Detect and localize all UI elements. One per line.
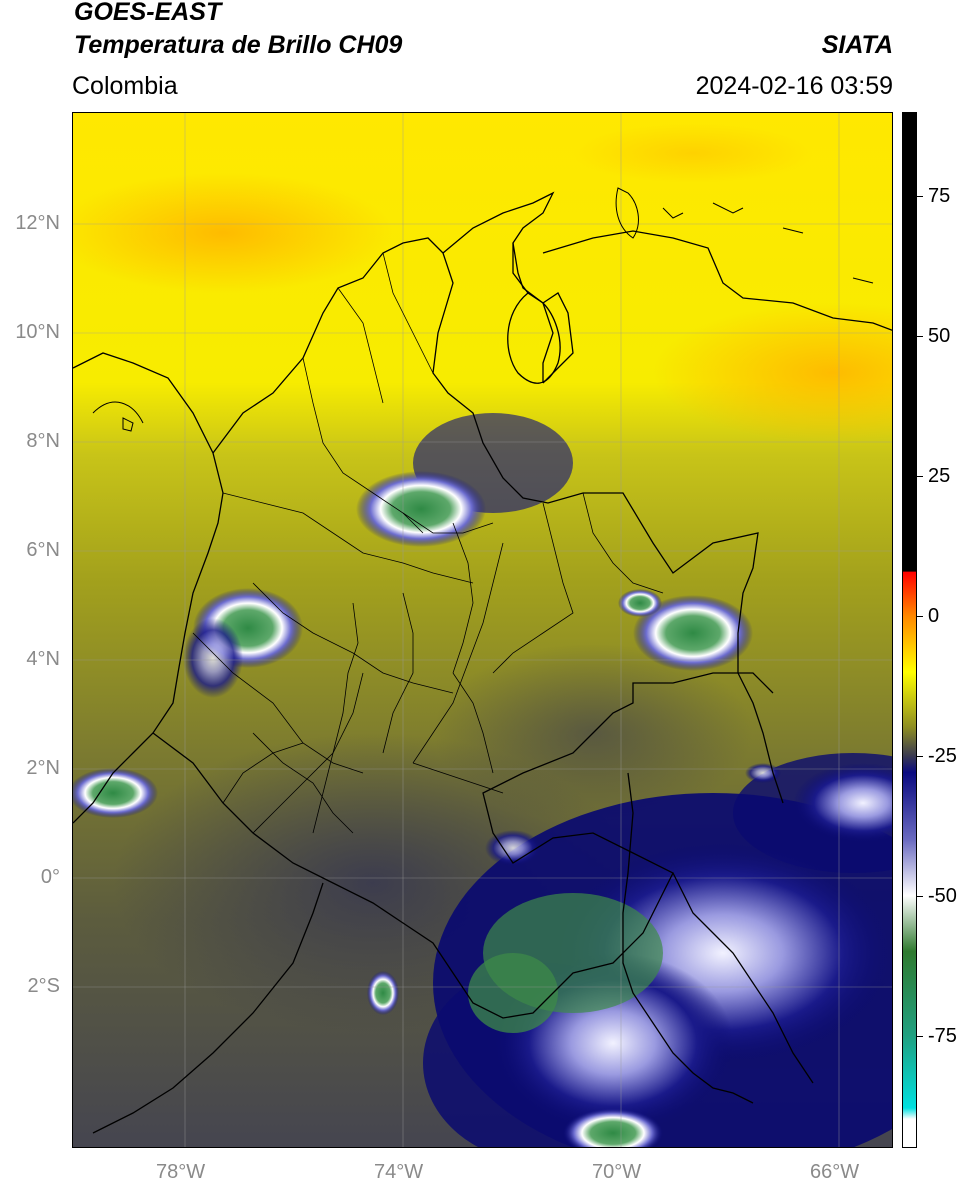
gridlines [73, 113, 892, 1147]
country-borders [73, 191, 892, 1134]
lon-tick-label: 78°W [156, 1161, 206, 1183]
colorbar-tick-mark [917, 196, 923, 197]
colorbar-tick-label: -25 [928, 745, 957, 767]
lat-tick-label: 0° [40, 866, 60, 888]
colorbar-tick-mark [917, 756, 923, 757]
colorbar-tick-mark [917, 336, 923, 337]
lat-tick-label: 2°S [27, 975, 60, 997]
colorbar-tick-label: -75 [928, 1025, 957, 1047]
colorbar-tick-label: 0 [928, 605, 940, 627]
lat-tick-label: 8°N [26, 430, 60, 452]
colorbar-tick-mark [917, 896, 923, 897]
department-borders [192, 252, 664, 834]
region-label: Colombia [72, 72, 178, 100]
colorbar-tick-label: 75 [928, 185, 951, 207]
brightness-temperature-field [73, 113, 892, 1147]
lon-tick-label: 74°W [374, 1161, 424, 1183]
datetime-label: 2024-02-16 03:59 [695, 72, 893, 100]
lon-tick-label: 66°W [810, 1161, 860, 1183]
gulf-coastline [92, 187, 874, 432]
temperature-colorbar [902, 112, 917, 1148]
colorbar-tick-label: -50 [928, 885, 957, 907]
lat-tick-label: 10°N [15, 321, 60, 343]
lat-tick-label: 6°N [26, 539, 60, 561]
product-title: Temperatura de Brillo CH09 [74, 31, 403, 59]
satellite-map [72, 112, 893, 1148]
lat-tick-label: 4°N [26, 648, 60, 670]
colorbar-tick-mark [917, 476, 923, 477]
colorbar-tick-mark [917, 616, 923, 617]
lon-tick-label: 70°W [592, 1161, 642, 1183]
colorbar-tick-label: 50 [928, 325, 951, 347]
colorbar-tick-mark [917, 1036, 923, 1037]
colorbar-tick-label: 25 [928, 465, 951, 487]
source-label: SIATA [821, 31, 893, 59]
lat-tick-label: 2°N [26, 757, 60, 779]
lat-tick-label: 12°N [15, 212, 60, 234]
satellite-title: GOES-EAST [74, 0, 222, 26]
